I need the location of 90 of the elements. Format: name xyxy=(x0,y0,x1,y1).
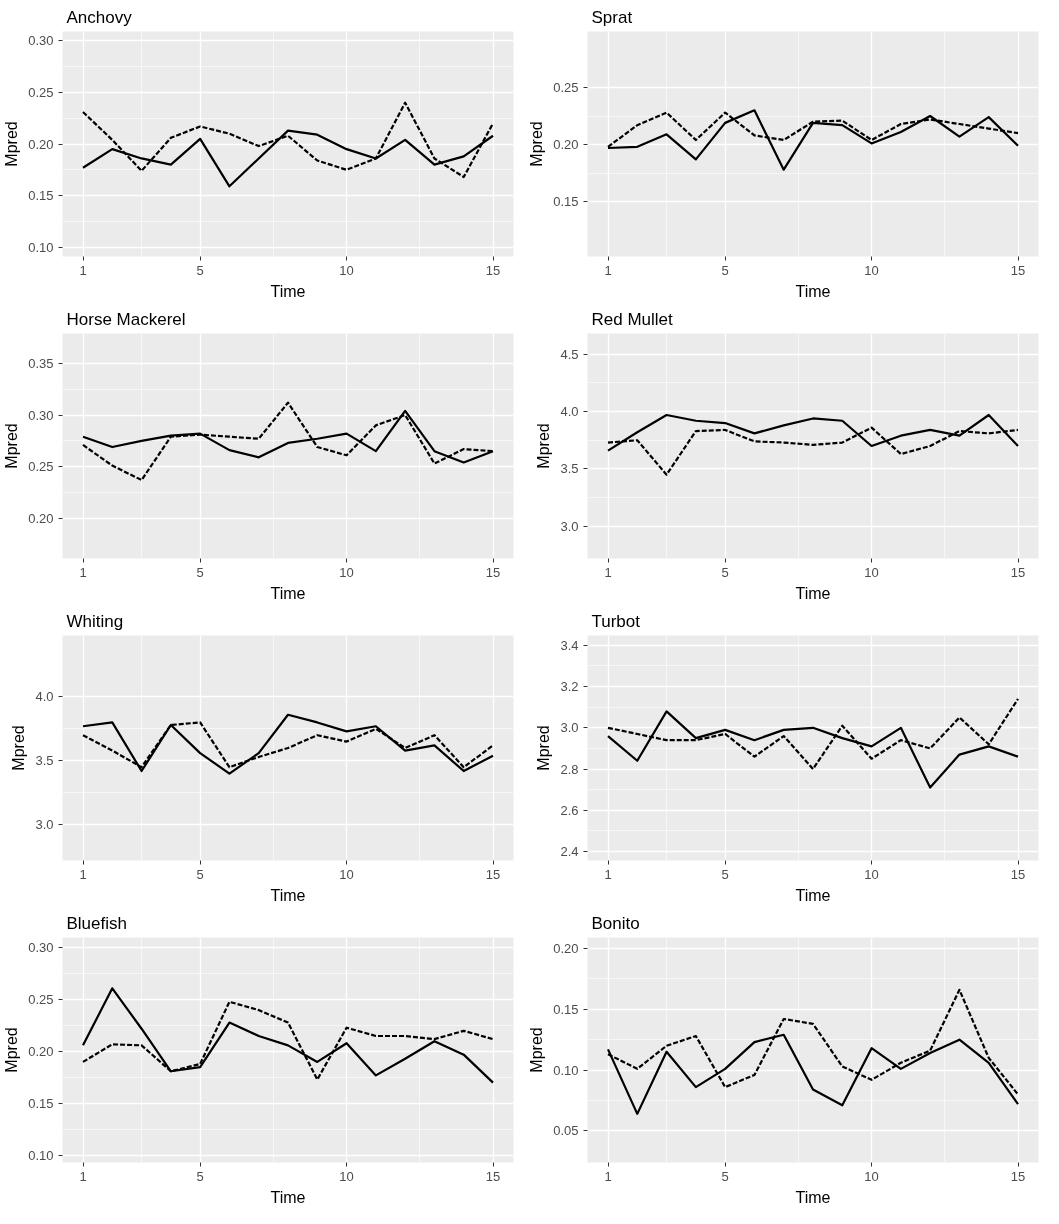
chart-title: Anchovy xyxy=(66,7,133,27)
chart-title: Turbot xyxy=(591,611,641,631)
x-tick-label: 1 xyxy=(604,1168,612,1184)
y-tick-label: 3.5 xyxy=(560,461,579,477)
x-tick-label: 10 xyxy=(339,1168,354,1184)
y-tick-label: 0.25 xyxy=(28,84,54,100)
x-axis-title: Time xyxy=(270,584,306,602)
y-tick-label: 2.8 xyxy=(560,761,579,777)
x-tick-label: 1 xyxy=(604,866,612,882)
x-tick-label: 1 xyxy=(79,564,87,580)
x-tick-label: 5 xyxy=(196,866,204,882)
y-tick-label: 0.25 xyxy=(28,992,54,1008)
x-tick-label: 5 xyxy=(196,564,204,580)
y-tick-label: 0.10 xyxy=(28,1147,54,1163)
x-tick-label: 15 xyxy=(1010,262,1026,278)
x-axis-title: Time xyxy=(795,282,831,300)
y-axis-title: Mpred xyxy=(535,725,553,771)
chart-title: Bonito xyxy=(591,913,640,933)
chart-title: Sprat xyxy=(591,7,633,27)
chart-title: Whiting xyxy=(66,611,124,631)
x-tick-label: 15 xyxy=(1010,1168,1026,1184)
x-axis-title: Time xyxy=(270,1188,306,1206)
y-tick-label: 0.20 xyxy=(553,940,579,956)
x-tick-label: 15 xyxy=(1010,564,1026,580)
x-tick-label: 5 xyxy=(196,262,204,278)
y-axis-title: Mpred xyxy=(3,1027,21,1073)
y-tick-label: 4.5 xyxy=(560,346,579,362)
x-tick-label: 10 xyxy=(339,866,354,882)
x-axis-title: Time xyxy=(795,886,831,904)
x-axis-title: Time xyxy=(795,584,831,602)
x-tick-label: 5 xyxy=(721,564,729,580)
y-tick-label: 0.30 xyxy=(28,33,54,49)
y-tick-label: 0.20 xyxy=(553,137,579,153)
x-tick-label: 1 xyxy=(79,262,87,278)
y-tick-label: 0.30 xyxy=(28,407,54,423)
x-axis-title: Time xyxy=(795,1188,831,1206)
y-tick-label: 0.20 xyxy=(28,136,54,152)
x-tick-label: 10 xyxy=(864,866,879,882)
x-tick-label: 1 xyxy=(79,1168,87,1184)
x-tick-label: 15 xyxy=(1010,866,1026,882)
chart-title: Bluefish xyxy=(66,913,127,933)
y-tick-label: 0.15 xyxy=(28,1095,54,1111)
x-tick-label: 15 xyxy=(485,866,501,882)
x-tick-label: 5 xyxy=(721,866,729,882)
y-tick-label: 2.6 xyxy=(560,802,579,818)
y-tick-label: 0.05 xyxy=(553,1123,579,1139)
chart-title: Red Mullet xyxy=(591,309,674,329)
y-tick-label: 3.0 xyxy=(560,720,579,736)
x-tick-label: 5 xyxy=(721,1168,729,1184)
y-axis-title: Mpred xyxy=(3,121,21,167)
y-tick-label: 0.25 xyxy=(553,79,579,95)
y-axis-title: Mpred xyxy=(535,423,553,469)
y-tick-label: 0.20 xyxy=(28,510,54,526)
y-tick-label: 0.10 xyxy=(553,1062,579,1078)
y-tick-label: 3.4 xyxy=(560,637,579,653)
x-tick-label: 1 xyxy=(604,262,612,278)
x-axis-title: Time xyxy=(270,886,306,904)
x-tick-label: 10 xyxy=(864,564,879,580)
y-tick-label: 4.0 xyxy=(560,404,579,420)
x-tick-label: 10 xyxy=(864,1168,879,1184)
y-tick-label: 0.25 xyxy=(28,459,54,475)
y-tick-label: 2.4 xyxy=(560,843,579,859)
chart-title: Horse Mackerel xyxy=(66,309,186,329)
x-tick-label: 5 xyxy=(196,1168,204,1184)
y-axis-title: Mpred xyxy=(528,1027,546,1073)
y-tick-label: 3.0 xyxy=(35,817,54,833)
x-tick-label: 1 xyxy=(604,564,612,580)
x-tick-label: 15 xyxy=(485,1168,501,1184)
y-axis-title: Mpred xyxy=(3,423,21,469)
y-tick-label: 0.20 xyxy=(28,1044,54,1060)
y-axis-title: Mpred xyxy=(528,121,546,167)
y-tick-label: 3.0 xyxy=(560,518,579,534)
x-tick-label: 15 xyxy=(485,262,501,278)
y-tick-label: 0.30 xyxy=(28,940,54,956)
x-tick-label: 1 xyxy=(79,866,87,882)
x-tick-label: 5 xyxy=(721,262,729,278)
y-axis-title: Mpred xyxy=(10,725,28,771)
x-axis-title: Time xyxy=(270,282,306,300)
x-tick-label: 10 xyxy=(339,564,354,580)
y-tick-label: 0.35 xyxy=(28,355,54,371)
y-tick-label: 0.15 xyxy=(553,1001,579,1017)
x-tick-label: 10 xyxy=(339,262,354,278)
y-tick-label: 3.2 xyxy=(560,679,579,695)
x-tick-label: 10 xyxy=(864,262,879,278)
y-tick-label: 3.5 xyxy=(35,753,54,769)
y-tick-label: 4.0 xyxy=(35,689,54,705)
x-tick-label: 15 xyxy=(485,564,501,580)
y-tick-label: 0.15 xyxy=(553,194,579,210)
y-tick-label: 0.10 xyxy=(28,239,54,255)
y-tick-label: 0.15 xyxy=(28,188,54,204)
